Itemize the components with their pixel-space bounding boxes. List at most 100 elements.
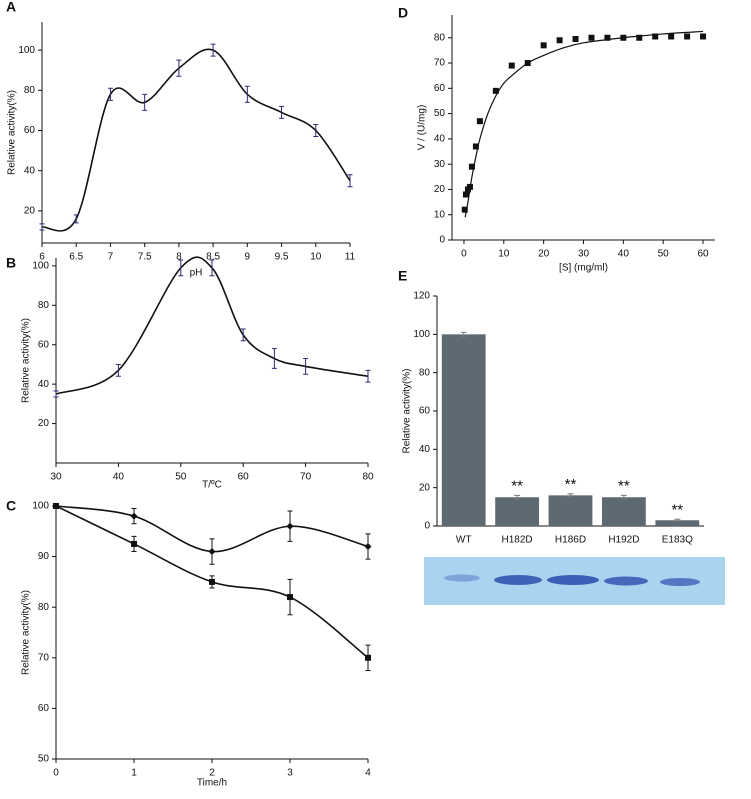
error-bar xyxy=(73,214,79,224)
y-tick-label: 100 xyxy=(32,261,49,272)
gel-image xyxy=(424,557,725,605)
x-tick-label: 60 xyxy=(697,249,709,260)
significance-label: ** xyxy=(618,477,630,494)
y-tick-label: 0 xyxy=(439,235,445,246)
point xyxy=(556,37,563,44)
y-tick-label: 60 xyxy=(434,83,446,94)
point xyxy=(572,36,579,43)
x-tick-label: 8.5 xyxy=(206,252,220,263)
x-tick-label: 6 xyxy=(39,252,45,263)
error-bar xyxy=(107,87,113,101)
fit-curve xyxy=(464,30,704,218)
x-tick-label: 40 xyxy=(618,249,630,260)
bar xyxy=(495,497,539,526)
error-bar xyxy=(39,223,45,231)
y-tick-label: 0 xyxy=(424,521,430,532)
y-tick-label: 70 xyxy=(434,58,446,69)
y-tick-label: 60 xyxy=(38,339,50,350)
point xyxy=(668,33,675,40)
y-tick-label: 40 xyxy=(38,379,50,390)
y-tick-label: 20 xyxy=(38,418,50,429)
error-bar xyxy=(365,369,371,383)
error-bar xyxy=(347,174,353,188)
panel-label: A xyxy=(6,0,16,15)
point xyxy=(540,42,547,49)
x-tick-label: E183Q xyxy=(662,535,693,546)
x-tick-label: 2 xyxy=(209,768,215,779)
x-tick-label: 1 xyxy=(131,768,137,779)
point xyxy=(364,542,372,550)
x-axis-title: pH xyxy=(190,268,203,279)
y-tick-label: 10 xyxy=(434,209,446,220)
x-tick-label: H186D xyxy=(555,535,586,546)
y-tick-label: 60 xyxy=(38,703,50,714)
error-bar xyxy=(567,493,574,498)
point xyxy=(492,87,499,94)
point xyxy=(287,594,293,601)
x-tick-label: 6.5 xyxy=(69,252,83,263)
y-tick-label: 40 xyxy=(24,165,36,176)
y-tick-label: 80 xyxy=(38,602,50,613)
point xyxy=(508,62,515,69)
y-tick-label: 100 xyxy=(413,329,430,340)
y-axis-title: V / (U/mg) xyxy=(417,105,428,151)
y-axis-title: Relative activity(%) xyxy=(21,590,32,675)
x-axis-title: T/ºC xyxy=(202,480,222,491)
x-tick-label: 50 xyxy=(175,472,187,483)
y-tick-label: 40 xyxy=(419,444,431,455)
x-tick-label: 70 xyxy=(300,472,312,483)
error-bar xyxy=(210,43,216,57)
x-tick-label: 10 xyxy=(310,252,322,263)
error-bar xyxy=(53,390,59,398)
panel-label: B xyxy=(6,255,16,271)
y-tick-label: 80 xyxy=(24,85,36,96)
error-bar xyxy=(674,518,681,522)
x-tick-label: 20 xyxy=(538,249,550,260)
point xyxy=(462,191,469,198)
y-tick-label: 70 xyxy=(38,652,50,663)
x-tick-label: 3 xyxy=(287,768,293,779)
error-bar xyxy=(279,105,285,119)
gel-band xyxy=(494,575,542,585)
y-tick-label: 60 xyxy=(419,406,431,417)
point xyxy=(684,33,691,40)
y-tick-label: 50 xyxy=(38,754,50,765)
y-axis-title: Relative activity(%) xyxy=(21,318,32,403)
error-bar xyxy=(176,59,182,77)
y-tick-label: 100 xyxy=(32,501,49,512)
error-bar xyxy=(209,259,215,277)
panel-label: C xyxy=(6,498,16,514)
point xyxy=(652,33,659,40)
x-tick-label: 80 xyxy=(362,472,374,483)
significance-label: ** xyxy=(671,501,683,518)
x-tick-label: 8 xyxy=(176,252,182,263)
point xyxy=(468,163,475,170)
y-tick-label: 60 xyxy=(24,125,36,136)
y-tick-label: 120 xyxy=(413,291,430,302)
series-line xyxy=(55,256,369,395)
point xyxy=(472,143,479,150)
x-tick-label: 50 xyxy=(658,249,670,260)
y-tick-label: 20 xyxy=(434,184,446,195)
x-tick-label: 7 xyxy=(108,252,114,263)
y-tick-label: 80 xyxy=(434,32,446,43)
point xyxy=(209,578,215,585)
x-tick-label: 4 xyxy=(365,768,371,779)
error-bar xyxy=(244,85,250,103)
error-bar xyxy=(620,494,627,500)
bar xyxy=(655,520,700,526)
x-axis-title: [S] (mg/ml) xyxy=(559,263,608,274)
point xyxy=(476,118,483,125)
series-line xyxy=(41,48,351,232)
point xyxy=(461,206,468,213)
y-tick-label: 100 xyxy=(18,45,35,56)
y-tick-label: 30 xyxy=(434,159,446,170)
error-bar xyxy=(313,123,319,138)
error-bar xyxy=(115,363,121,377)
x-tick-label: H182D xyxy=(502,535,533,546)
y-tick-label: 20 xyxy=(24,205,36,216)
bar xyxy=(548,495,593,526)
y-tick-label: 90 xyxy=(38,551,50,562)
panel-label: E xyxy=(398,268,407,284)
